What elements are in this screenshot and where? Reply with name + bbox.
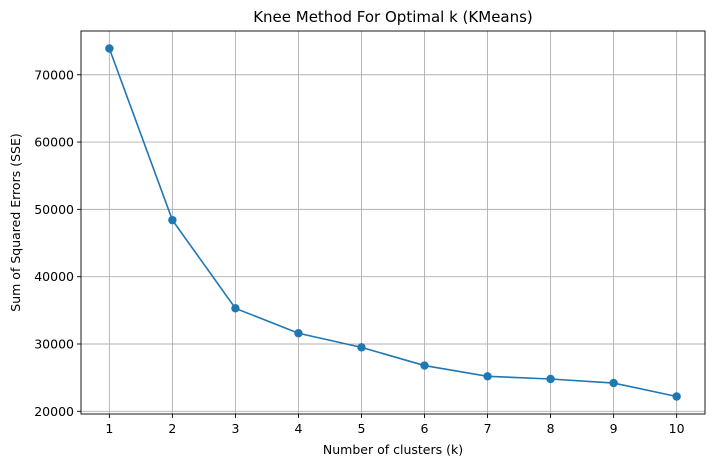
x-tick-label: 6	[421, 421, 429, 436]
sse-data-point	[168, 215, 177, 225]
x-tick-label: 8	[547, 421, 555, 436]
y-tick-label: 20000	[34, 404, 74, 419]
x-tick-label: 10	[669, 421, 685, 436]
y-tick-label: 50000	[34, 202, 74, 217]
sse-data-point	[420, 361, 429, 370]
sse-series-line	[108, 48, 677, 398]
sse-data-point	[357, 343, 366, 352]
x-tick-label: 3	[231, 421, 239, 436]
y-tick-label: 70000	[34, 67, 74, 82]
plot-frame	[80, 30, 706, 415]
x-tick-label: 4	[294, 421, 302, 436]
series	[105, 44, 681, 401]
y-tick-label: 60000	[34, 135, 74, 150]
x-tick-label: 9	[610, 421, 618, 436]
x-tick-label: 7	[484, 421, 492, 436]
sse-data-point	[546, 374, 555, 384]
x-tick-label: 2	[168, 421, 176, 436]
x-axis-label: Number of clusters (k)	[323, 442, 463, 457]
sse-data-point	[609, 378, 618, 388]
sse-data-point	[231, 304, 240, 313]
grid-lines	[81, 31, 705, 414]
x-tick-label: 1	[105, 421, 113, 436]
y-axis-label: Sum of Squared Errors (SSE)	[8, 133, 23, 311]
y-ticks: 20000 30000 40000 50000 60000 70000	[34, 67, 81, 419]
x-ticks: 1 2 3 4 5 6 7 8 9 10	[105, 414, 685, 436]
sse-data-point	[294, 329, 303, 338]
y-tick-label: 40000	[34, 269, 74, 284]
y-tick-label: 30000	[34, 336, 74, 351]
sse-data-point	[105, 44, 114, 53]
sse-data-point	[672, 392, 681, 401]
x-tick-label: 5	[358, 421, 366, 436]
chart-title: Knee Method For Optimal k (KMeans)	[253, 8, 533, 26]
axes	[80, 30, 706, 415]
sse-data-point	[483, 372, 492, 381]
